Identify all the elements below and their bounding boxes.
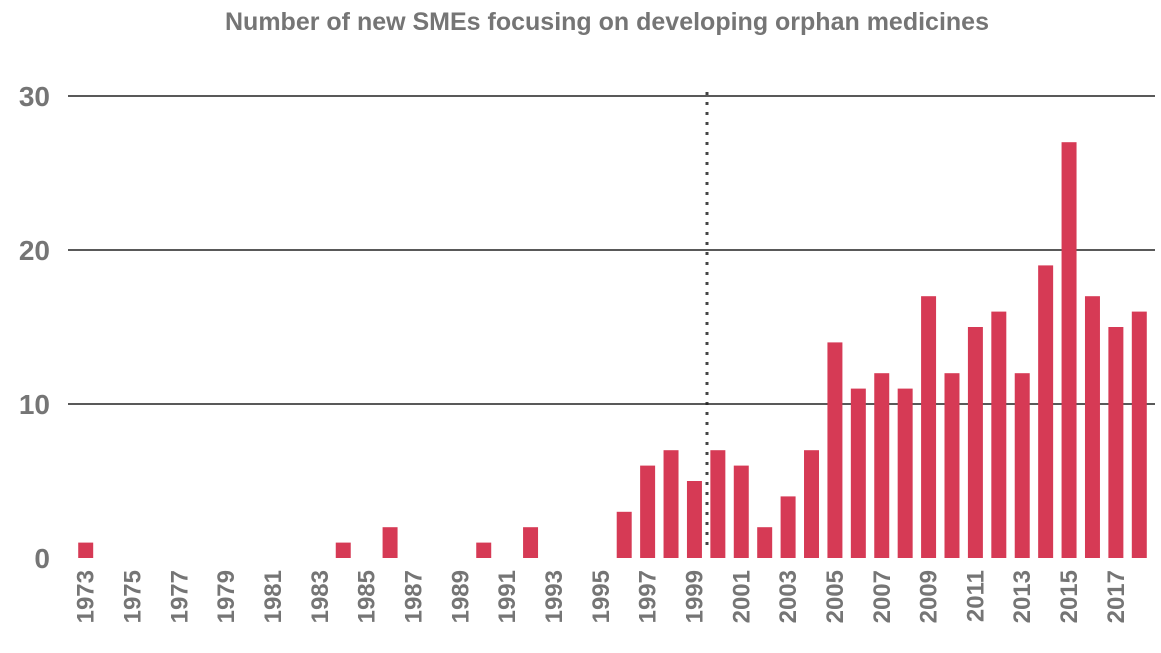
x-tick-label: 1999 <box>681 570 708 623</box>
bar <box>850 388 866 558</box>
bar <box>897 388 913 558</box>
x-tick-label: 2003 <box>775 570 802 623</box>
x-tick-label: 2015 <box>1056 570 1083 623</box>
y-tick-label: 20 <box>19 235 50 266</box>
bar <box>476 542 492 558</box>
bar <box>1131 311 1147 558</box>
x-tick-label: 1983 <box>307 570 334 623</box>
bar <box>780 496 796 558</box>
x-tick-label: 1975 <box>120 570 147 623</box>
bar <box>804 450 820 558</box>
y-tick-label: 0 <box>34 543 50 574</box>
bar <box>616 511 632 558</box>
x-tick-label: 1985 <box>354 570 381 623</box>
x-tick-label: 2013 <box>1009 570 1036 623</box>
x-tick-label: 1977 <box>166 570 193 623</box>
x-tick-label: 1989 <box>447 570 474 623</box>
x-tick-label: 2001 <box>728 570 755 623</box>
bar <box>663 450 679 558</box>
x-tick-label: 2011 <box>962 570 989 622</box>
bar <box>733 465 749 558</box>
bar <box>382 527 398 558</box>
bar <box>827 342 843 558</box>
bar <box>1061 142 1077 558</box>
bar <box>78 542 94 558</box>
bar <box>523 527 539 558</box>
x-tick-label: 1993 <box>541 570 568 623</box>
bar <box>335 542 351 558</box>
x-tick-label: 2007 <box>869 570 896 623</box>
x-tick-label: 1979 <box>213 570 240 623</box>
x-tick-label: 2005 <box>822 570 849 623</box>
x-tick-label: 1987 <box>400 570 427 623</box>
bar <box>640 465 656 558</box>
x-tick-label: 1991 <box>494 570 521 623</box>
bar <box>1014 373 1030 558</box>
x-tick-label: 1995 <box>588 570 615 623</box>
x-tick-label: 2009 <box>916 570 943 623</box>
bar <box>710 450 726 558</box>
x-tick-label: 1997 <box>635 570 662 623</box>
bar <box>991 311 1007 558</box>
bar <box>967 327 983 558</box>
bar <box>757 527 773 558</box>
bar <box>1038 265 1054 558</box>
y-tick-label: 10 <box>19 389 50 420</box>
bar <box>686 481 702 558</box>
chart-title: Number of new SMEs focusing on developin… <box>225 8 989 36</box>
x-tick-label: 1973 <box>73 570 100 623</box>
bar <box>874 373 890 558</box>
x-tick-label: 1981 <box>260 570 287 623</box>
bar <box>944 373 960 558</box>
bar <box>1108 327 1124 558</box>
y-tick-label: 30 <box>19 81 50 112</box>
x-tick-label: 2017 <box>1103 570 1130 623</box>
bar <box>1084 296 1100 558</box>
bar <box>921 296 937 558</box>
